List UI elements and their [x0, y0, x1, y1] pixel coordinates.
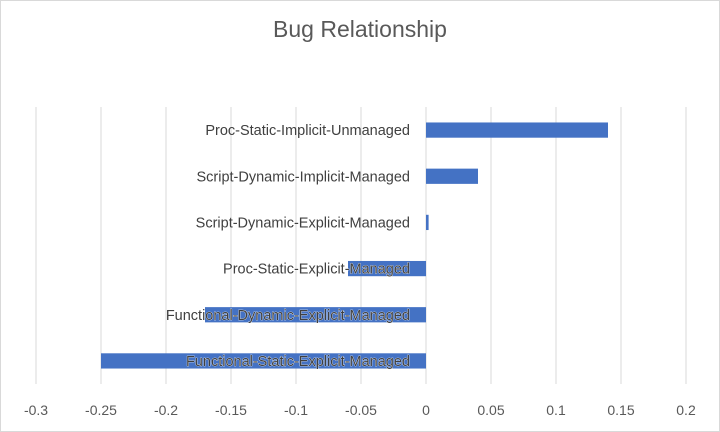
gridlines	[35, 107, 687, 384]
category-label: Functional-Dynamic-Explicit-Managed	[166, 308, 410, 324]
x-tick-label: -0.15	[215, 402, 247, 418]
category-label: Proc-Static-Implicit-Unmanaged	[205, 123, 410, 139]
category-labels: Proc-Static-Implicit-Unmanaged Script-Dyn…	[166, 123, 411, 370]
x-tick-label: -0.2	[154, 402, 178, 418]
x-tick-label: 0.2	[676, 402, 696, 418]
x-tick-label: 0.15	[607, 402, 634, 418]
bar	[426, 214, 429, 231]
bar	[426, 122, 608, 138]
x-tick-label: -0.05	[345, 402, 377, 418]
x-tick-label: 0.05	[477, 402, 504, 418]
bar	[205, 307, 426, 323]
bar	[101, 353, 426, 369]
category-label: Script-Dynamic-Implicit-Managed	[196, 169, 410, 185]
x-tick-label: -0.1	[284, 402, 308, 418]
x-tick-label: -0.25	[85, 402, 117, 418]
category-label: Proc-Static-Explicit-Managed	[223, 262, 410, 278]
bars	[101, 122, 608, 369]
chart-title: Bug Relationship	[273, 16, 447, 42]
bar	[348, 260, 426, 277]
x-tick-label: 0.1	[546, 402, 566, 418]
category-label: Functional-Static-Explicit-Managed	[186, 354, 410, 370]
x-axis-ticks: -0.3 -0.25 -0.2 -0.15 -0.1 -0.05 0 0.05 0.1 0.15 0…	[24, 402, 696, 418]
x-tick-label: 0	[422, 402, 430, 418]
x-tick-label: -0.3	[24, 402, 48, 418]
category-label: Script-Dynamic-Explicit-Managed	[196, 215, 410, 231]
bar	[426, 168, 478, 184]
